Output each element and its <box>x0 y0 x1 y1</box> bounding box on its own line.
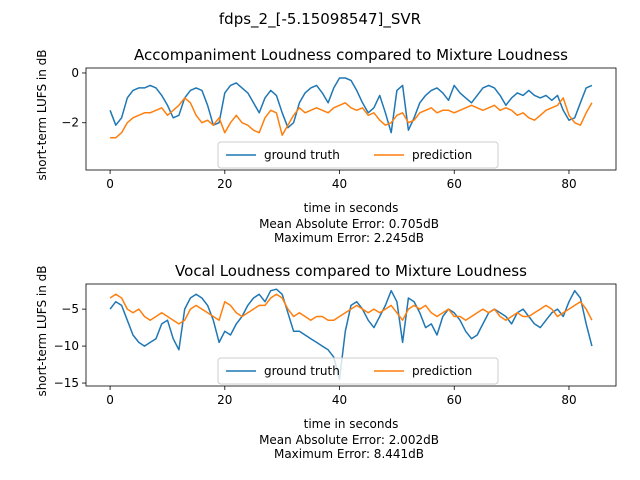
x-axis-label: time in seconds <box>304 201 399 215</box>
legend-box <box>217 357 499 385</box>
x-tick-label: 40 <box>332 177 347 191</box>
series-line-prediction <box>110 97 593 139</box>
y-tick-label: −15 <box>54 376 79 390</box>
figure-suptitle: fdps_2_[-5.15098547]_SVR <box>219 10 421 29</box>
chart-2: Vocal Loudness compared to Mixture Loudn… <box>35 262 617 461</box>
y-tick-label: 0 <box>71 66 79 80</box>
series-line-prediction <box>109 293 593 325</box>
series-line-ground-truth <box>109 77 593 134</box>
y-axis-label: short-term LUFS in dB <box>35 49 49 180</box>
x-tick-label: 0 <box>106 177 114 191</box>
y-tick-label: −5 <box>61 302 79 316</box>
y-tick-label: −2 <box>61 116 79 130</box>
chart-1: Accompaniment Loudness compared to Mixtu… <box>35 46 617 245</box>
x-tick-label: 0 <box>106 393 114 407</box>
legend: ground truth prediction <box>217 357 499 385</box>
error-note-1: Mean Absolute Error: 2.002dB <box>259 433 439 447</box>
chart-title: Accompaniment Loudness compared to Mixtu… <box>134 46 568 64</box>
legend-box <box>217 141 499 169</box>
x-tick-label: 40 <box>332 393 347 407</box>
x-tick-label: 20 <box>217 177 232 191</box>
legend-label-prediction: prediction <box>412 364 472 378</box>
x-tick-label: 80 <box>561 177 576 191</box>
x-axis-label: time in seconds <box>304 417 399 431</box>
axes-frame <box>85 67 617 171</box>
series-line-ground-truth <box>109 288 593 381</box>
chart-title: Vocal Loudness compared to Mixture Loudn… <box>175 262 527 280</box>
x-tick-label: 20 <box>217 393 232 407</box>
x-tick-label: 60 <box>447 177 462 191</box>
y-tick-label: −10 <box>54 339 79 353</box>
legend-label-ground-truth: ground truth <box>264 364 340 378</box>
axes-frame <box>85 283 617 387</box>
error-note-1: Mean Absolute Error: 0.705dB <box>259 217 439 231</box>
x-tick-label: 80 <box>561 393 576 407</box>
legend: ground truth prediction <box>217 141 499 169</box>
error-note-2: Maximum Error: 2.245dB <box>274 231 424 245</box>
plots: Accompaniment Loudness compared to Mixtu… <box>35 46 617 461</box>
y-axis-label: short-term LUFS in dB <box>35 265 49 396</box>
legend-label-prediction: prediction <box>412 148 472 162</box>
x-tick-label: 60 <box>447 393 462 407</box>
error-note-2: Maximum Error: 8.441dB <box>274 447 424 461</box>
legend-label-ground-truth: ground truth <box>264 148 340 162</box>
